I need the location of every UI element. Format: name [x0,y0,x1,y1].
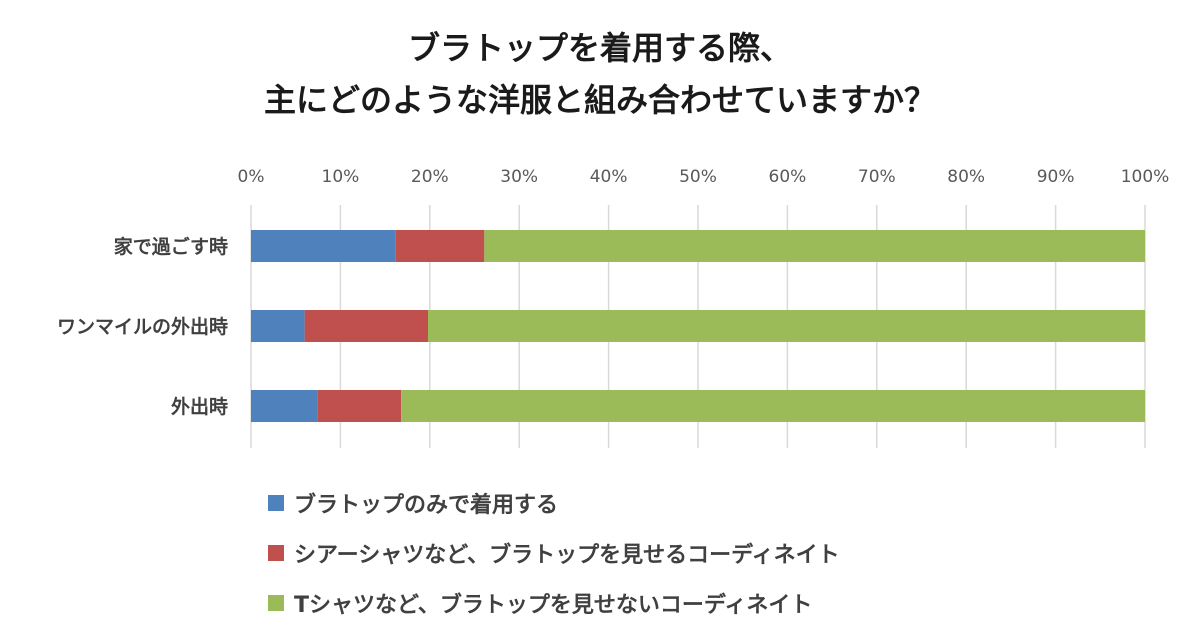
legend-item-blue: ブラトップのみで着用する [268,478,840,528]
x-tick-label: 0% [238,167,265,187]
x-tick-label: 80% [947,167,985,187]
x-tick-label: 50% [679,167,717,187]
x-tick-label: 100% [1121,167,1170,187]
bar-segment [484,230,1146,262]
bars [251,230,1146,422]
bar-segment [317,390,402,422]
legend-item-green: Tシャツなど、ブラトップを見せないコーディネイト [268,578,840,628]
x-tick-label: 40% [590,167,628,187]
chart-title-line-2: 主にどのような洋服と組み合わせていますか？ [263,81,936,119]
legend-label-red: シアーシャツなど、ブラトップを見せるコーディネイト [294,543,840,568]
legend: ブラトップのみで着用する シアーシャツなど、ブラトップを見せるコーディネイト T… [268,478,840,628]
legend-swatch-green [268,595,284,611]
legend-label-green: Tシャツなど、ブラトップを見せないコーディネイト [294,593,813,618]
chart-title: ブラトップを着用する際、 主にどのような洋服と組み合わせていますか？ [0,22,1200,126]
bar-segment [304,310,429,342]
category-label: 家で過ごす時 [114,235,228,258]
x-tick-label: 10% [322,167,360,187]
bar-segment [401,390,1145,422]
bar-segment [251,310,305,342]
chart-title-line-1: ブラトップを着用する際、 [407,29,792,67]
x-tick-label: 30% [500,167,538,187]
x-tick-label: 90% [1037,167,1075,187]
legend-swatch-red [268,545,284,561]
x-tick-label: 20% [411,167,449,187]
legend-swatch-blue [268,495,284,511]
x-tick-label: 70% [858,167,896,187]
bar-segment [428,310,1146,342]
legend-item-red: シアーシャツなど、ブラトップを見せるコーディネイト [268,528,840,578]
bar-segment [251,230,396,262]
category-label: ワンマイルの外出時 [57,315,228,338]
bar-segment [251,390,318,422]
stacked-bar-chart: 0% 10% 20% 30% 40% 50% 60% 70% 80% 90% 100% 家で過ごす時… [57,167,1170,448]
legend-label-blue: ブラトップのみで着用する [294,493,559,518]
bar-segment [395,230,485,262]
x-axis-ticks: 0% 10% 20% 30% 40% 50% 60% 70% 80% 90% 100% [238,167,1170,187]
x-tick-label: 60% [769,167,807,187]
category-label: 外出時 [171,395,228,418]
